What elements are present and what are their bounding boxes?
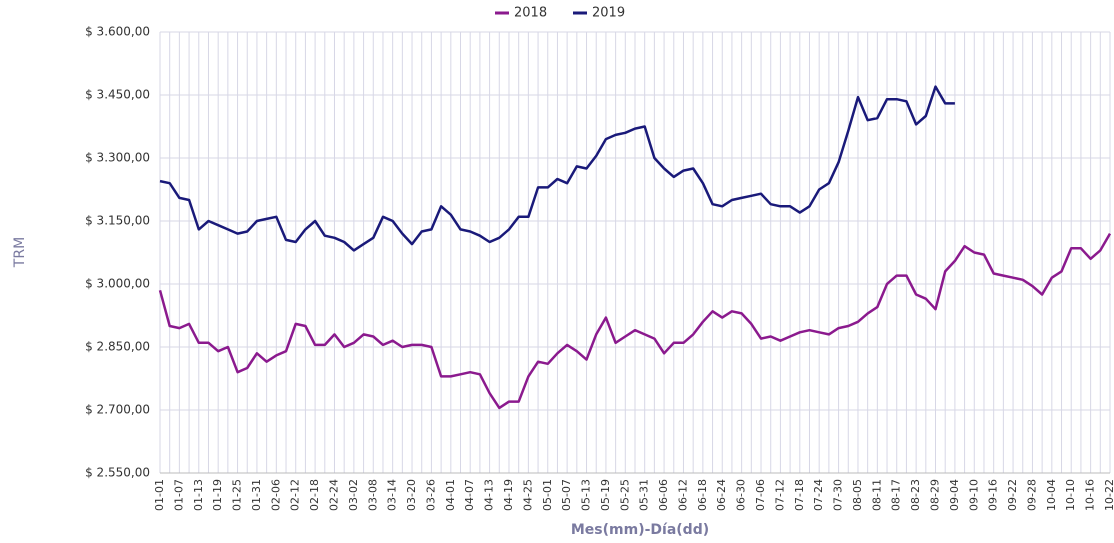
x-tick-label: 02-12 xyxy=(289,479,302,511)
x-tick-label: 02-24 xyxy=(327,479,340,511)
x-tick-label: 08-29 xyxy=(929,479,942,511)
legend: 2018 2019 xyxy=(495,6,625,21)
x-tick-label: 02-06 xyxy=(269,479,282,511)
x-tick-label: 08-05 xyxy=(851,479,864,511)
x-tick-label: 07-18 xyxy=(793,479,806,511)
x-tick-label: 06-30 xyxy=(735,479,748,511)
x-tick-label: 04-25 xyxy=(521,479,534,511)
x-tick-label: 01-25 xyxy=(231,479,244,511)
x-tick-label: 04-01 xyxy=(444,479,457,511)
x-tick-label: 09-04 xyxy=(948,479,961,511)
x-tick-label: 05-31 xyxy=(638,479,651,511)
x-tick-label: 05-25 xyxy=(618,479,631,511)
x-tick-label: 05-19 xyxy=(599,479,612,511)
x-tick-label: 03-08 xyxy=(366,479,379,511)
x-tick-label: 08-23 xyxy=(909,479,922,511)
x-tick-label: 07-12 xyxy=(773,479,786,511)
x-tick-label: 03-26 xyxy=(424,479,437,511)
x-tick-label: 06-24 xyxy=(715,479,728,511)
x-tick-label: 05-01 xyxy=(541,479,554,511)
y-axis-title: TRM xyxy=(12,237,28,268)
x-tick-label: 03-02 xyxy=(347,479,360,511)
x-tick-label: 09-16 xyxy=(987,479,1000,511)
x-tick-label: 04-19 xyxy=(502,479,515,511)
x-tick-label: 09-28 xyxy=(1025,479,1038,511)
x-tick-label: 04-07 xyxy=(463,479,476,511)
x-tick-label: 06-18 xyxy=(696,479,709,511)
x-tick-label: 09-22 xyxy=(1006,479,1019,511)
x-tick-label: 01-31 xyxy=(250,479,263,511)
y-tick-label: $ 2.700,00 xyxy=(85,403,150,417)
x-tick-label: 03-20 xyxy=(405,479,418,511)
y-tick-label: $ 2.850,00 xyxy=(85,340,150,354)
legend-label: 2019 xyxy=(592,6,625,21)
line-series xyxy=(159,85,955,252)
x-tick-label: 01-19 xyxy=(211,479,224,511)
x-tick-label: 06-06 xyxy=(657,479,670,511)
x-tick-label: 05-13 xyxy=(580,479,593,511)
x-tick-label: 01-01 xyxy=(153,479,166,511)
x-tick-label: 03-14 xyxy=(386,479,399,511)
y-tick-label: $ 3.000,00 xyxy=(85,277,150,291)
legend-label: 2018 xyxy=(514,6,547,21)
x-tick-label: 02-18 xyxy=(308,479,321,511)
y-tick-label: $ 3.150,00 xyxy=(85,214,150,228)
x-tick-label: 10-10 xyxy=(1064,479,1077,511)
x-tick-label: 08-17 xyxy=(890,479,903,511)
x-tick-label: 10-16 xyxy=(1084,479,1097,511)
x-tick-label: 10-04 xyxy=(1045,479,1058,511)
x-tick-label: 05-07 xyxy=(560,479,573,511)
y-tick-label: $ 3.450,00 xyxy=(85,88,150,102)
x-tick-label: 01-13 xyxy=(192,479,205,511)
x-tick-label: 04-13 xyxy=(483,479,496,511)
x-axis-title: Mes(mm)-Día(dd) xyxy=(571,522,709,538)
x-tick-label: 07-06 xyxy=(754,479,767,511)
x-tick-label: 09-10 xyxy=(967,479,980,511)
y-tick-label: $ 3.300,00 xyxy=(85,151,150,165)
x-tick-label: 08-11 xyxy=(870,479,883,511)
x-tick-label: 01-07 xyxy=(172,479,185,511)
y-tick-label: $ 2.550,00 xyxy=(85,466,150,480)
x-tick-label: 10-22 xyxy=(1103,479,1114,511)
line-series xyxy=(158,232,1112,410)
x-tick-label: 07-24 xyxy=(812,479,825,511)
y-tick-label: $ 3.600,00 xyxy=(85,25,150,39)
x-tick-label: 07-30 xyxy=(832,479,845,511)
x-tick-label: 06-12 xyxy=(676,479,689,511)
